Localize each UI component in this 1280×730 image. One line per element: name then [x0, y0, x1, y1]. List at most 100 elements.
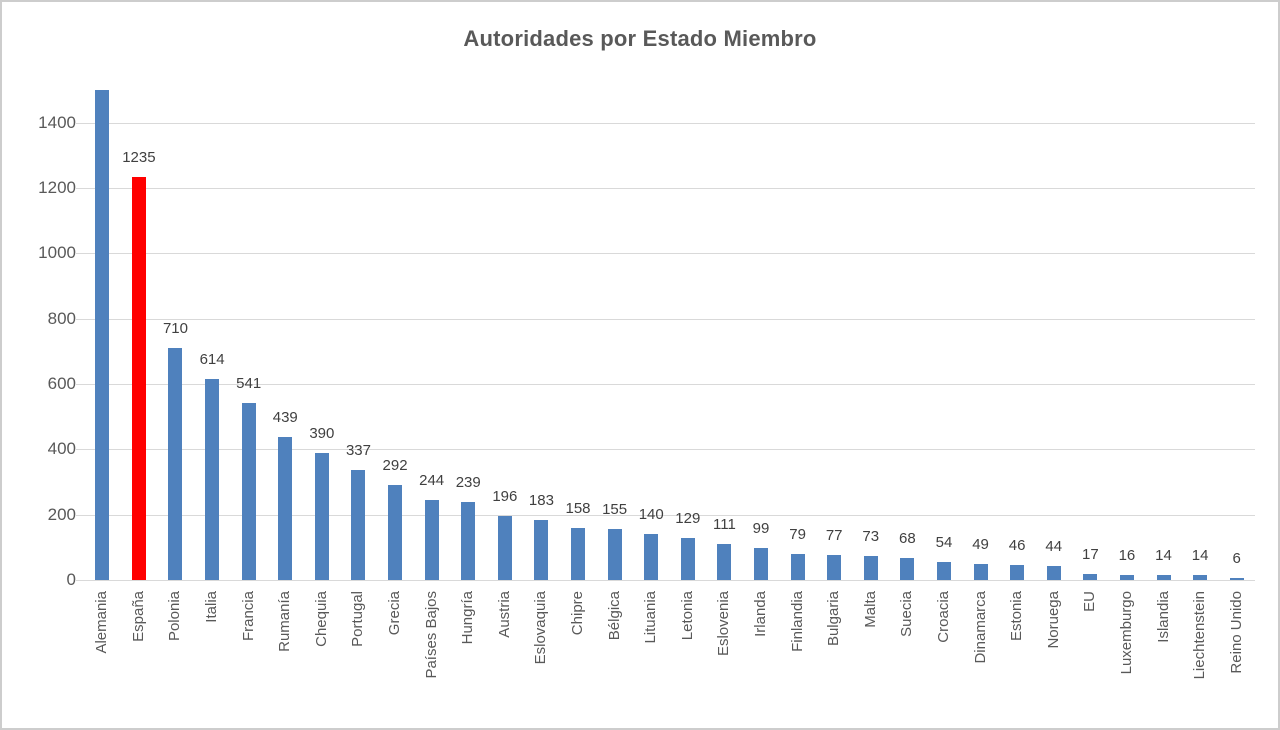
- bar-luxemburgo: [1119, 574, 1134, 580]
- x-category-label-croacia: Croacia: [934, 591, 952, 643]
- x-category-label-polonia: Polonia: [166, 591, 184, 642]
- y-tick-label-200: 200: [47, 504, 76, 524]
- bar-liechtenstein: [1193, 575, 1208, 580]
- x-category-label-dinamarca: Dinamarca: [971, 591, 989, 664]
- bar-irlanda: [753, 547, 768, 580]
- value-label-espana: 1235: [122, 148, 156, 166]
- value-label-noruega: 44: [1045, 537, 1063, 555]
- value-label-grecia: 292: [382, 456, 408, 474]
- value-label-malta: 73: [862, 528, 880, 546]
- x-category-label-reino-unido: Reino Unido: [1227, 591, 1245, 674]
- x-category-label-eslovenia: Eslovenia: [715, 591, 733, 657]
- y-tick-label-800: 800: [47, 308, 76, 328]
- x-category-label-irlanda: Irlanda: [751, 591, 769, 637]
- x-category-label-eu: EU: [1081, 591, 1099, 612]
- value-label-lituania: 140: [638, 506, 664, 524]
- bar-croacia: [936, 562, 951, 580]
- bar-reino-unido: [1229, 578, 1244, 580]
- plot-area: [84, 90, 1255, 581]
- bar-portugal: [351, 469, 366, 580]
- bar-paises-bajos: [424, 500, 439, 580]
- value-label-reino-unido: 6: [1232, 550, 1241, 568]
- bar-suecia: [900, 557, 915, 580]
- bar-letonia: [680, 537, 695, 580]
- bar-espana: [131, 176, 146, 580]
- y-tick-label-0: 0: [66, 570, 76, 589]
- x-category-label-francia: Francia: [239, 591, 257, 642]
- chart-title: Autoridades por Estado Miembro: [463, 26, 817, 51]
- value-label-austria: 196: [492, 487, 518, 505]
- value-label-polonia: 710: [162, 320, 188, 338]
- x-category-label-bulgaria: Bulgaria: [825, 591, 843, 647]
- value-label-bulgaria: 77: [825, 526, 843, 544]
- value-label-estonia: 46: [1008, 536, 1026, 554]
- value-label-finlandia: 79: [789, 526, 806, 544]
- x-category-label-portugal: Portugal: [349, 591, 367, 647]
- y-tickmark-1400: [76, 122, 84, 124]
- bar-francia: [241, 403, 256, 580]
- value-label-eslovenia: 111: [712, 515, 736, 533]
- gridline-200: [84, 514, 1255, 516]
- bar-hungria: [461, 501, 476, 580]
- bar-chequia: [314, 452, 329, 580]
- gridline-600: [84, 384, 1255, 385]
- bar-italia: [205, 379, 220, 580]
- value-label-dinamarca: 49: [972, 535, 989, 553]
- x-category-label-belgica: Bélgica: [605, 591, 623, 641]
- bar-noruega: [1046, 565, 1061, 580]
- x-category-label-estonia: Estonia: [1008, 591, 1026, 642]
- x-category-label-luxemburgo: Luxemburgo: [1117, 591, 1135, 675]
- value-label-portugal: 337: [345, 441, 371, 459]
- value-label-letonia: 129: [675, 509, 701, 527]
- value-label-chequia: 390: [309, 424, 335, 442]
- value-label-eu: 17: [1081, 546, 1099, 564]
- x-category-label-malta: Malta: [861, 591, 879, 628]
- bar-lituania: [644, 534, 659, 580]
- y-tickmark-600: [76, 384, 84, 385]
- gridline-400: [84, 449, 1255, 451]
- bar-grecia: [388, 484, 403, 580]
- bar-malta: [863, 556, 878, 580]
- bar-estonia: [1010, 564, 1025, 580]
- value-label-italia: 614: [199, 351, 225, 369]
- y-tick-label-400: 400: [47, 439, 76, 459]
- y-tickmark-1200: [76, 188, 84, 189]
- value-label-islandia: 14: [1155, 547, 1172, 565]
- bar-finlandia: [790, 554, 805, 580]
- gridline-800: [84, 318, 1255, 320]
- bar-belgica: [607, 529, 622, 580]
- y-tickmark-1000: [76, 253, 84, 255]
- bar-eu: [1083, 574, 1098, 580]
- x-category-label-suecia: Suecia: [898, 591, 916, 637]
- x-category-label-islandia: Islandia: [1154, 591, 1172, 643]
- x-category-label-liechtenstein: Liechtenstein: [1191, 591, 1209, 680]
- value-label-suecia: 68: [899, 529, 916, 547]
- value-label-croacia: 54: [935, 534, 953, 552]
- bar-bulgaria: [827, 554, 842, 580]
- value-label-belgica: 155: [602, 501, 628, 519]
- bar-eslovenia: [717, 543, 732, 580]
- x-category-label-finlandia: Finlandia: [788, 591, 806, 652]
- y-tick-label-600: 600: [47, 374, 76, 393]
- y-tick-label-1000: 1000: [38, 243, 76, 263]
- gridline-1200: [84, 188, 1255, 189]
- value-label-eslovaquia: 183: [528, 492, 554, 510]
- x-category-label-noruega: Noruega: [1044, 591, 1062, 649]
- bar-polonia: [168, 348, 183, 580]
- gridline-1400: [84, 122, 1255, 124]
- value-label-rumania: 439: [272, 408, 298, 426]
- y-tickmark-400: [76, 449, 84, 451]
- x-category-label-chequia: Chequia: [312, 591, 330, 647]
- x-category-label-alemania: Alemania: [93, 591, 111, 654]
- bar-rumania: [278, 436, 293, 580]
- value-label-irlanda: 99: [752, 519, 770, 537]
- bar-chipre: [571, 528, 586, 580]
- x-category-label-rumania: Rumanía: [276, 591, 294, 652]
- gridline-0: [84, 580, 1255, 581]
- x-category-label-paises-bajos: Países Bajos: [422, 591, 440, 679]
- x-category-label-italia: Italia: [203, 591, 221, 623]
- value-label-francia: 541: [236, 375, 262, 393]
- value-label-chipre: 158: [565, 500, 591, 518]
- x-category-label-eslovaquia: Eslovaquia: [532, 591, 550, 665]
